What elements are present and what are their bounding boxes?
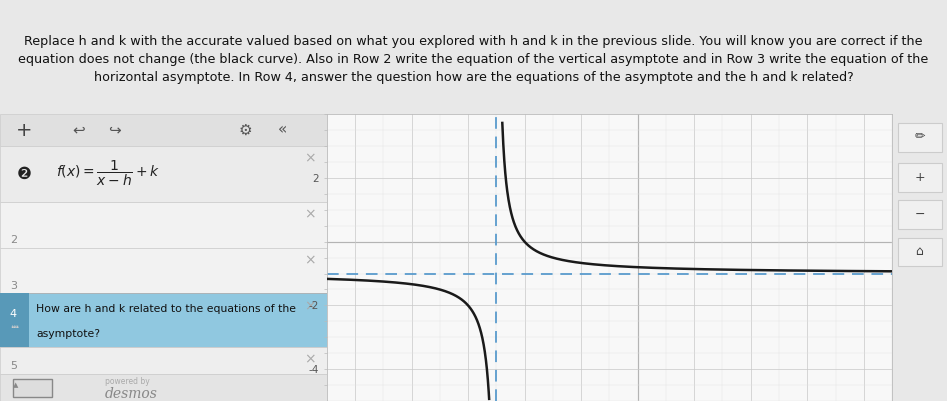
Bar — [0, 374, 327, 401]
Bar — [898, 200, 941, 229]
Text: «: « — [277, 123, 287, 138]
Text: 4: 4 — [9, 309, 17, 319]
Text: ⚙: ⚙ — [239, 123, 252, 138]
Bar — [13, 379, 52, 397]
Bar — [898, 237, 941, 266]
Bar — [0, 346, 327, 374]
Text: ×: × — [304, 207, 315, 221]
Text: 5: 5 — [9, 361, 17, 371]
Text: 2: 2 — [9, 235, 17, 245]
Bar — [898, 163, 941, 192]
Bar — [0, 114, 327, 146]
Bar — [0, 294, 327, 346]
Text: Replace h and k with the accurate valued based on what you explored with h and k: Replace h and k with the accurate valued… — [18, 35, 929, 84]
Text: ×: × — [304, 352, 315, 366]
Text: ✏: ✏ — [914, 131, 925, 144]
Text: ❷: ❷ — [16, 165, 31, 183]
Text: ×: × — [304, 253, 315, 267]
Text: +: + — [16, 121, 33, 140]
Bar — [0, 247, 327, 294]
Text: ▲: ▲ — [13, 382, 18, 388]
Bar — [0, 202, 327, 247]
Text: ↪: ↪ — [108, 123, 120, 138]
Text: −: − — [914, 208, 925, 221]
Text: desmos: desmos — [104, 387, 157, 401]
Text: ⌂: ⌂ — [916, 245, 923, 258]
Text: asymptote?: asymptote? — [36, 329, 100, 339]
Text: $f(x)=\dfrac{1}{x-h}+k$: $f(x)=\dfrac{1}{x-h}+k$ — [56, 159, 160, 188]
Bar — [898, 123, 941, 152]
Text: +: + — [914, 171, 925, 184]
Bar — [0, 146, 327, 202]
Text: ↩: ↩ — [72, 123, 84, 138]
Text: powered by: powered by — [104, 377, 150, 386]
Text: ×: × — [304, 152, 315, 166]
Text: 3: 3 — [9, 281, 17, 291]
Text: ×: × — [304, 299, 315, 313]
Bar — [0, 294, 29, 346]
Text: How are h and k related to the equations of the: How are h and k related to the equations… — [36, 304, 296, 314]
Text: ❝❝: ❝❝ — [9, 324, 19, 333]
